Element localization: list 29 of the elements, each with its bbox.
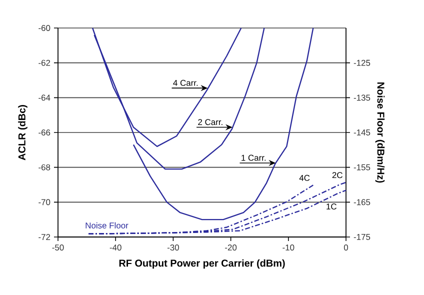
- annotation: 4 Carr.: [173, 80, 198, 86]
- series-label: 2C: [332, 172, 342, 178]
- annotation: Noise Floor: [86, 222, 128, 228]
- y-tick-label: -72: [38, 234, 50, 240]
- y-tick-label: -68: [38, 164, 50, 170]
- y2-tick-label: -125: [354, 60, 370, 66]
- x-tick-label: -40: [110, 244, 122, 251]
- y-tick-label: -70: [38, 199, 50, 206]
- y-tick-label: -60: [38, 25, 50, 31]
- x-axis-title: RF Output Power per Carrier (dBm): [119, 259, 285, 269]
- y2-tick-label: -145: [354, 130, 370, 136]
- x-tick-label: -50: [52, 244, 64, 251]
- y-axis-title: ACLR (dBc): [18, 105, 28, 160]
- x-tick-label: 0: [344, 244, 348, 251]
- x-tick-label: -30: [167, 244, 179, 251]
- y-tick-label: -62: [38, 60, 50, 66]
- y2-tick-label: -135: [354, 94, 370, 101]
- x-tick-label: -10: [282, 244, 294, 251]
- y2-tick-label: -175: [354, 234, 370, 240]
- x-tick-label: -20: [225, 244, 237, 251]
- y2-axis-title: Noise Floor (dBm/Hz): [375, 82, 385, 183]
- y-tick-label: -66: [38, 130, 50, 136]
- y2-tick-label: -165: [354, 199, 370, 206]
- annotation: 2 Carr.: [198, 119, 222, 126]
- annotation: 1 Carr.: [242, 154, 266, 161]
- series-label: 1C: [326, 204, 336, 210]
- y2-tick-label: -155: [354, 164, 370, 170]
- series-label: 4C: [299, 174, 310, 181]
- y-tick-label: -64: [38, 94, 50, 101]
